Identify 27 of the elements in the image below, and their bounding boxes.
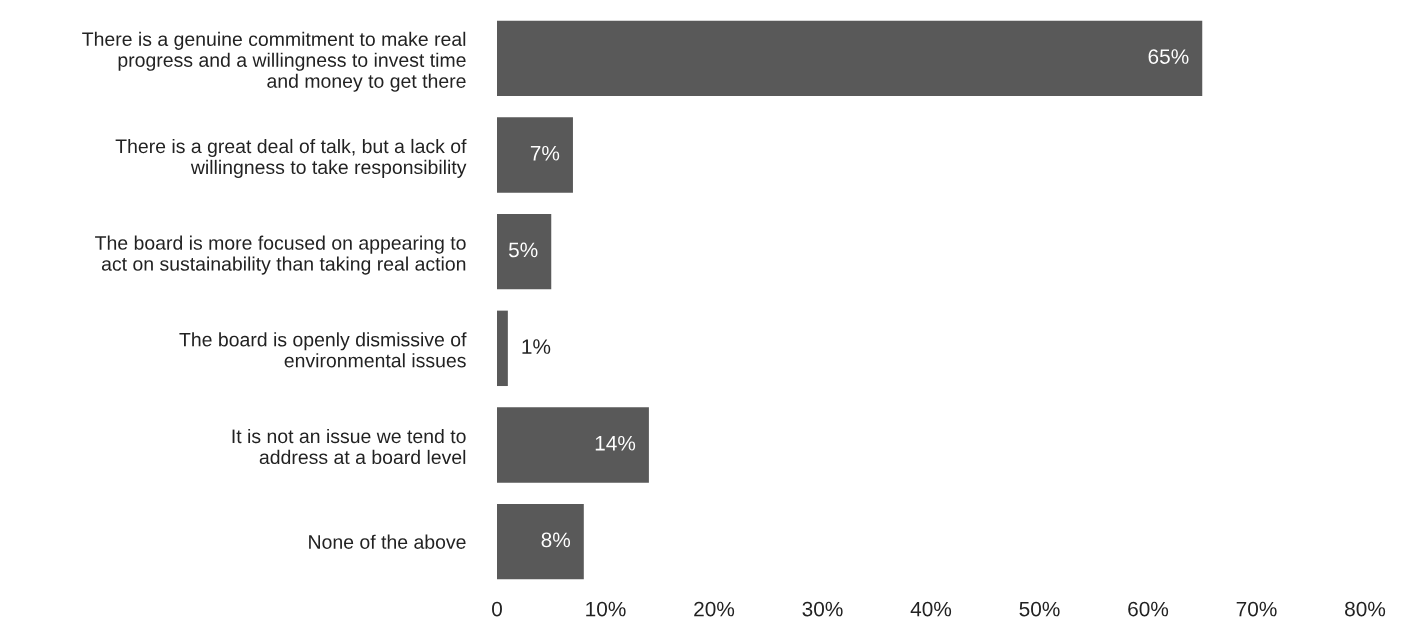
data-label: 1% — [522, 339, 551, 354]
bar — [497, 503, 584, 580]
x-tick-label: 40% — [910, 601, 952, 617]
bar — [497, 20, 1203, 97]
y-tick-label: The board is openly dismissive of environmental issues — [179, 332, 467, 368]
y-tick-label: There is a great deal of talk, but a lack of willingness to take responsibility — [115, 138, 467, 178]
x-tick-label: 70% — [1236, 601, 1277, 617]
bar — [497, 213, 552, 290]
x-tick-label: 50% — [1019, 601, 1060, 617]
data-label: 65% — [1148, 49, 1189, 64]
x-tick-label: 0 — [492, 601, 502, 617]
y-tick-label: There is a genuine commitment to make real progress and a willingness to invest time and money to get there — [82, 31, 466, 92]
y-tick-label: It is not an issue we tend to address at a board level — [232, 428, 466, 465]
bar — [497, 407, 649, 483]
y-tick-label: The board is more focused on appearing to act on sustainability than taking real action — [95, 235, 466, 275]
data-label: 14% — [595, 435, 636, 451]
x-tick-label: 20% — [694, 601, 735, 617]
x-tick-label: 30% — [802, 601, 843, 617]
y-tick-label: None of the above — [309, 534, 466, 549]
bar — [497, 310, 508, 387]
data-label: 8% — [541, 532, 571, 548]
data-label: 5% — [508, 242, 538, 258]
bar — [497, 117, 573, 193]
x-tick-label: 60% — [1128, 601, 1169, 617]
x-tick-label: 80% — [1345, 601, 1386, 617]
data-label: 7% — [530, 145, 560, 161]
x-tick-label: 10% — [586, 601, 626, 617]
